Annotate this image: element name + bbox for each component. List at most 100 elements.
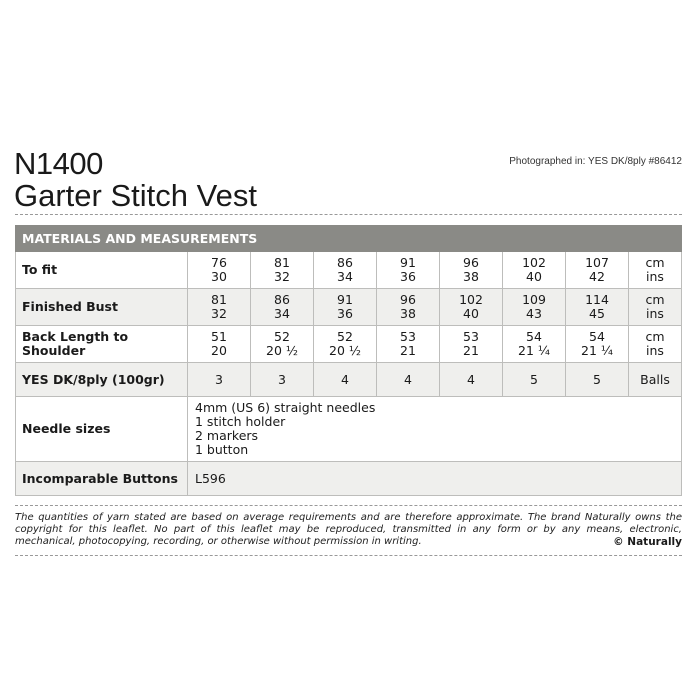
table-row: Needle sizes 4mm (US 6) straight needles 1… (15, 396, 682, 462)
size-cell: 3 (187, 362, 251, 397)
unit: ins (646, 343, 664, 358)
size-value: 34 (274, 306, 290, 321)
size-cell: 107 42 (565, 251, 629, 289)
size-value: 81 (211, 292, 227, 307)
size-value: 54 (589, 329, 605, 344)
size-cell: 91 36 (313, 288, 377, 326)
size-cell: 4 (376, 362, 440, 397)
materials-table: MATERIALS AND MEASUREMENTS To fit 76 30 81 3… (15, 225, 682, 496)
size-value: 21 (463, 343, 479, 358)
needle-list: 4mm (US 6) straight needles 1 stitch hold… (187, 396, 682, 462)
size-value: 91 (337, 292, 353, 307)
unit: ins (646, 269, 664, 284)
size-cell: 51 20 (187, 325, 251, 363)
size-value: 4 (341, 371, 349, 387)
table-row: Finished Bust 81 32 86 34 91 36 96 38 102 40 109 43 1… (15, 288, 682, 326)
size-value: 32 (211, 306, 227, 321)
unit-cell: cm ins (628, 288, 682, 326)
size-cell: 4 (439, 362, 503, 397)
copyright: © Naturally (613, 536, 682, 548)
photographed-in: Photographed in: YES DK/8ply #86412 (509, 156, 682, 167)
size-cell: 109 43 (502, 288, 566, 326)
size-value: 30 (211, 269, 227, 284)
size-value: 53 (463, 329, 479, 344)
size-cell: 96 38 (439, 251, 503, 289)
button-code: L596 (187, 461, 682, 496)
size-value: 5 (593, 371, 601, 387)
table-heading: MATERIALS AND MEASUREMENTS (15, 225, 682, 252)
size-value: 20 ½ (329, 343, 361, 358)
row-label: Finished Bust (15, 288, 188, 326)
unit-cell: Balls (628, 362, 682, 397)
unit-cell: cm ins (628, 325, 682, 363)
size-value: 4 (467, 371, 475, 387)
size-value: 102 (459, 292, 483, 307)
size-value: 114 (585, 292, 609, 307)
size-value: 81 (274, 255, 290, 270)
unit: cm (645, 292, 665, 307)
size-value: 34 (337, 269, 353, 284)
size-value: 86 (274, 292, 290, 307)
size-cell: 5 (502, 362, 566, 397)
disclaimer: The quantities of yarn stated are based … (15, 512, 682, 547)
size-cell: 53 21 (439, 325, 503, 363)
unit: ins (646, 306, 664, 321)
size-value: 45 (589, 306, 605, 321)
size-cell: 52 20 ½ (250, 325, 314, 363)
table-row: To fit 76 30 81 32 86 34 91 36 96 38 102 40 107 42 cm in… (15, 251, 682, 289)
size-value: 91 (400, 255, 416, 270)
row-label: YES DK/8ply (100gr) (15, 362, 188, 397)
size-cell: 53 21 (376, 325, 440, 363)
size-cell: 52 20 ½ (313, 325, 377, 363)
size-value: 21 ¼ (581, 343, 613, 358)
needle-item: 4mm (US 6) straight needles (195, 400, 376, 415)
size-value: 38 (463, 269, 479, 284)
size-value: 102 (522, 255, 546, 270)
needle-item: 1 stitch holder (195, 414, 286, 429)
unit-cell: cm ins (628, 251, 682, 289)
size-value: 36 (337, 306, 353, 321)
size-cell: 3 (250, 362, 314, 397)
size-cell: 54 21 ¼ (565, 325, 629, 363)
size-value: 96 (463, 255, 479, 270)
size-value: 21 (400, 343, 416, 358)
size-value: 96 (400, 292, 416, 307)
size-value: 38 (400, 306, 416, 321)
divider (15, 555, 682, 556)
size-value: 52 (337, 329, 353, 344)
size-cell: 91 36 (376, 251, 440, 289)
size-cell: 81 32 (250, 251, 314, 289)
unit: cm (645, 255, 665, 270)
row-label: Incomparable Buttons (15, 461, 188, 496)
divider (15, 214, 682, 215)
size-cell: 81 32 (187, 288, 251, 326)
size-value: 54 (526, 329, 542, 344)
size-cell: 114 45 (565, 288, 629, 326)
size-cell: 96 38 (376, 288, 440, 326)
size-value: 3 (215, 371, 223, 387)
pattern-code: N1400 (14, 146, 103, 181)
size-value: 36 (400, 269, 416, 284)
row-label: To fit (15, 251, 188, 289)
size-value: 86 (337, 255, 353, 270)
size-cell: 86 34 (250, 288, 314, 326)
unit: Balls (640, 371, 670, 387)
size-cell: 86 34 (313, 251, 377, 289)
needle-item: 2 markers (195, 428, 259, 443)
table-row: Incomparable Buttons L596 (15, 461, 682, 496)
pattern-title: Garter Stitch Vest (14, 178, 257, 213)
size-cell: 102 40 (439, 288, 503, 326)
divider (15, 505, 682, 506)
size-value: 76 (211, 255, 227, 270)
size-value: 20 (211, 343, 227, 358)
size-value: 53 (400, 329, 416, 344)
size-cell: 54 21 ¼ (502, 325, 566, 363)
size-cell: 5 (565, 362, 629, 397)
size-value: 40 (463, 306, 479, 321)
size-cell: 76 30 (187, 251, 251, 289)
size-value: 43 (526, 306, 542, 321)
size-value: 5 (530, 371, 538, 387)
size-value: 40 (526, 269, 542, 284)
size-value: 3 (278, 371, 286, 387)
